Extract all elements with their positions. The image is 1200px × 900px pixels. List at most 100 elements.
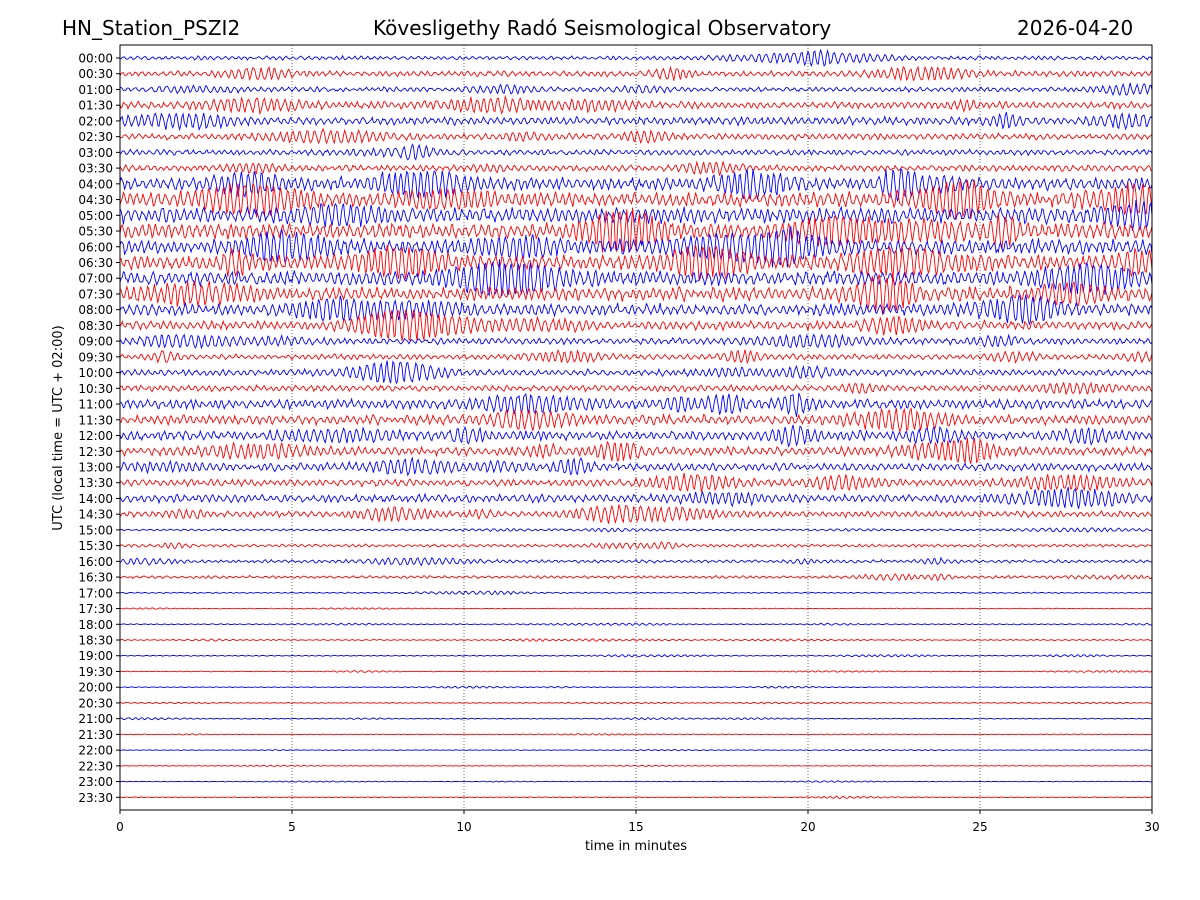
trace-group — [120, 48, 1152, 799]
observatory-title: Kövesligethy Radó Seismological Observat… — [373, 16, 832, 40]
trace-line — [120, 424, 1152, 448]
y-tick-label: 23:00 — [78, 775, 113, 789]
y-tick-label: 23:30 — [78, 791, 113, 805]
y-tick-label: 09:00 — [78, 335, 113, 349]
y-tick-label: 00:00 — [78, 52, 113, 66]
trace-line — [120, 527, 1152, 533]
x-tick-label: 0 — [116, 820, 124, 834]
date-title: 2026-04-20 — [1017, 16, 1134, 40]
y-tick-label: 11:00 — [78, 398, 113, 412]
y-tick-label: 03:30 — [78, 162, 113, 176]
trace-line — [120, 207, 1152, 253]
y-tick-label: 20:00 — [78, 681, 113, 695]
trace-line — [120, 360, 1152, 385]
x-tick-label: 20 — [800, 820, 815, 834]
y-tick-label: 10:00 — [78, 366, 113, 380]
x-tick-label: 10 — [456, 820, 471, 834]
trace-line — [120, 274, 1152, 315]
trace-line — [120, 456, 1152, 477]
y-tick-label: 10:30 — [78, 382, 113, 396]
trace-line — [120, 293, 1152, 326]
trace-line — [120, 556, 1152, 567]
y-tick-label: 19:30 — [78, 665, 113, 679]
trace-line — [120, 607, 1152, 610]
y-tick-label: 20:30 — [78, 696, 113, 710]
y-tick-label: 14:00 — [78, 492, 113, 506]
y-tick-label: 13:30 — [78, 476, 113, 490]
trace-line — [120, 701, 1152, 705]
y-tick-label: 12:30 — [78, 445, 113, 459]
trace-line — [120, 407, 1152, 434]
trace-line — [120, 160, 1152, 176]
trace-line — [120, 572, 1152, 582]
y-tick-label: 05:00 — [78, 209, 113, 223]
y-tick-label: 00:30 — [78, 67, 113, 81]
trace-line — [120, 717, 1152, 721]
grid-lines — [291, 45, 981, 810]
y-tick-label: 06:00 — [78, 240, 113, 254]
y-tick-label: 12:00 — [78, 429, 113, 443]
x-tick-label: 30 — [1144, 820, 1159, 834]
trace-line — [120, 309, 1152, 342]
y-tick-label: 07:30 — [78, 287, 113, 301]
trace-line — [120, 472, 1152, 493]
trace-line — [120, 95, 1152, 116]
y-tick-label: 22:00 — [78, 744, 113, 758]
y-tick-label: 15:00 — [78, 523, 113, 537]
y-tick-label: 02:00 — [78, 114, 113, 128]
station-title: HN_Station_PSZI2 — [62, 16, 241, 40]
trace-line — [120, 437, 1152, 464]
y-tick-label: 08:30 — [78, 319, 113, 333]
y-axis-label: UTC (local time = UTC + 02:00) — [51, 325, 66, 530]
y-tick-label: 15:30 — [78, 539, 113, 553]
y-tick-label: 01:30 — [78, 99, 113, 113]
trace-line — [120, 733, 1152, 736]
y-tick-label: 06:30 — [78, 256, 113, 270]
trace-line — [120, 749, 1152, 752]
y-tick-label: 13:00 — [78, 460, 113, 474]
trace-line — [120, 245, 1152, 282]
trace-line — [120, 167, 1152, 203]
y-tick-label: 05:30 — [78, 225, 113, 239]
y-tick-label: 17:00 — [78, 586, 113, 600]
y-tick-label: 07:00 — [78, 272, 113, 286]
trace-line — [120, 504, 1152, 525]
y-tick-label: 17:30 — [78, 602, 113, 616]
y-tick-label: 02:30 — [78, 130, 113, 144]
y-tick-label: 19:00 — [78, 649, 113, 663]
y-tick-label: 11:30 — [78, 413, 113, 427]
trace-line — [120, 179, 1152, 221]
y-tick-label: 22:30 — [78, 759, 113, 773]
trace-line — [120, 259, 1152, 298]
trace-line — [120, 654, 1152, 658]
trace-line — [120, 65, 1152, 82]
y-tick-label: 21:30 — [78, 728, 113, 742]
y-tick-label: 14:30 — [78, 508, 113, 522]
trace-line — [120, 541, 1152, 550]
y-tick-label: 04:00 — [78, 177, 113, 191]
trace-line — [120, 685, 1152, 689]
y-tick-label: 18:30 — [78, 634, 113, 648]
y-tick-label: 16:30 — [78, 571, 113, 585]
trace-line — [120, 780, 1152, 783]
trace-line — [120, 199, 1152, 231]
x-tick-label: 15 — [628, 820, 643, 834]
trace-line — [120, 795, 1152, 799]
trace-line — [120, 764, 1152, 767]
trace-line — [120, 143, 1152, 161]
x-tick-label: 25 — [972, 820, 987, 834]
trace-line — [120, 622, 1152, 626]
trace-line — [120, 82, 1152, 97]
y-tick-label: 04:30 — [78, 193, 113, 207]
x-tick-label: 5 — [288, 820, 296, 834]
trace-line — [120, 127, 1152, 145]
y-tick-label: 01:00 — [78, 83, 113, 97]
trace-line — [120, 112, 1152, 132]
trace-line — [120, 392, 1152, 417]
trace-line — [120, 638, 1152, 642]
y-tick-label: 21:00 — [78, 712, 113, 726]
trace-line — [120, 381, 1152, 396]
y-tick-label: 08:00 — [78, 303, 113, 317]
y-tick-label: 03:00 — [78, 146, 113, 160]
